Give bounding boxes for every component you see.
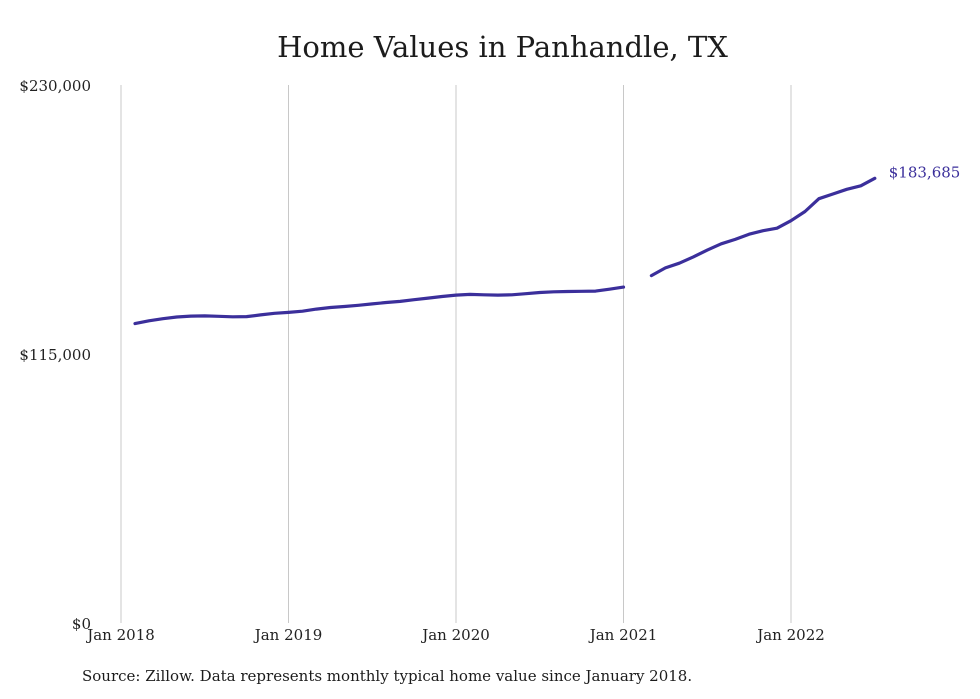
end-value-label: $183,685 [889, 163, 961, 181]
chart-title: Home Values in Panhandle, TX [277, 30, 728, 64]
x-axis-tick-labels: Jan 2018 Jan 2019 Jan 2020 Jan 2021 Jan 2022 [85, 626, 825, 644]
grid-lines [120, 85, 792, 623]
x-tick-label: Jan 2021 [588, 626, 658, 644]
y-tick-label: $0 [72, 615, 91, 633]
home-value-series [133, 176, 877, 326]
data-labels: $183,685 [889, 163, 961, 181]
series-line-segment-1 [649, 176, 877, 278]
y-tick-label: $115,000 [19, 346, 91, 364]
x-tick-label: Jan 2018 [85, 626, 155, 644]
x-tick-label: Jan 2019 [253, 626, 323, 644]
x-tick-label: Jan 2022 [755, 626, 825, 644]
x-tick-label: Jan 2020 [420, 626, 490, 644]
source-note: Source: Zillow. Data represents monthly … [82, 667, 693, 685]
y-tick-label: $230,000 [19, 77, 91, 95]
y-axis-tick-labels: $0 $115,000 $230,000 [19, 77, 91, 633]
series-line-segment-0 [133, 285, 626, 326]
